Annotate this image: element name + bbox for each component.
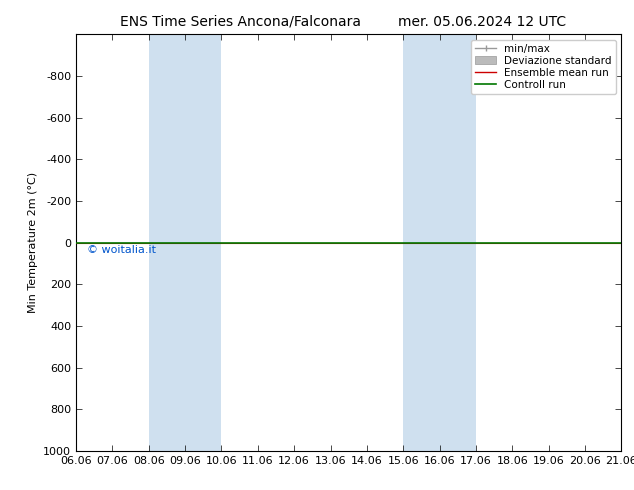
Y-axis label: Min Temperature 2m (°C): Min Temperature 2m (°C): [28, 172, 37, 313]
Bar: [149, 34, 221, 451]
Text: mer. 05.06.2024 12 UTC: mer. 05.06.2024 12 UTC: [398, 15, 566, 29]
Legend: min/max, Deviazione standard, Ensemble mean run, Controll run: min/max, Deviazione standard, Ensemble m…: [471, 40, 616, 94]
Bar: [403, 34, 476, 451]
Text: © woitalia.it: © woitalia.it: [87, 245, 156, 255]
Text: ENS Time Series Ancona/Falconara: ENS Time Series Ancona/Falconara: [120, 15, 361, 29]
